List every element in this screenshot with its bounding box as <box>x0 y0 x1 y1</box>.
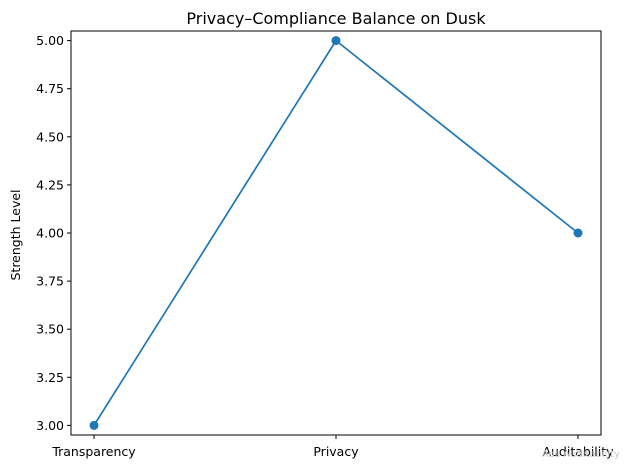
chart-title: Privacy–Compliance Balance on Dusk <box>186 9 486 28</box>
y-tick-label: 3.00 <box>36 418 64 433</box>
y-tick-label: 4.00 <box>36 226 64 241</box>
data-point <box>573 228 583 238</box>
x-tick-label: Auditability <box>542 444 614 459</box>
y-tick-label: 5.00 <box>36 33 64 48</box>
x-tick-label: Transparency <box>51 444 136 459</box>
y-tick-label: 3.75 <box>36 274 64 289</box>
y-tick-label: 3.50 <box>36 322 64 337</box>
y-tick-label: 4.50 <box>36 129 64 144</box>
x-tick-label: Privacy <box>313 444 359 459</box>
y-tick-label: 4.25 <box>36 177 64 192</box>
y-axis-label: Strength Level <box>8 189 23 280</box>
series-group <box>89 36 583 430</box>
y-tick-label: 3.25 <box>36 370 64 385</box>
data-point <box>89 420 99 430</box>
series-line <box>93 39 579 426</box>
watermark-text: Ads Auditability <box>542 449 620 460</box>
y-tick-label: 4.75 <box>36 81 64 96</box>
data-point <box>331 36 341 46</box>
x-axis: Transparency Privacy Auditability <box>51 435 614 459</box>
plot-area-frame <box>70 30 602 436</box>
y-axis: 3.00 3.25 3.50 3.75 4.00 4.25 4.50 4.75 5.00 <box>36 33 71 433</box>
